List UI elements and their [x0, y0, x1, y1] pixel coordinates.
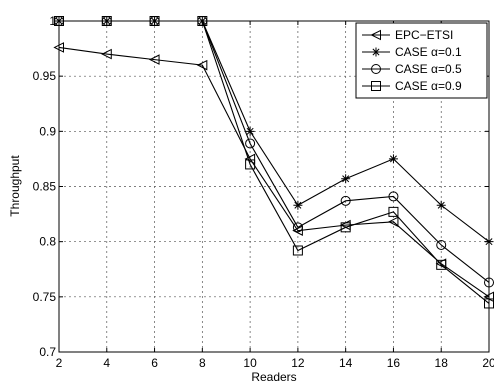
data-point [436, 200, 446, 210]
legend-star-icon [371, 47, 381, 57]
x-tick-label: 8 [199, 356, 206, 370]
data-point [148, 54, 160, 65]
y-axis-label: Throughput [8, 155, 22, 217]
y-tick-label: 0.95 [33, 69, 57, 83]
data-point [293, 200, 303, 210]
x-tick-label: 6 [151, 356, 158, 370]
legend-label: CASE α=0.5 [395, 62, 462, 76]
data-point [436, 259, 447, 270]
legend: EPC−ETSI CASE α=0.1 CASE α=0.5 CASE α=0.9 [355, 22, 488, 99]
y-tick-label: 0.85 [33, 180, 57, 194]
y-tick-label: 0.9 [39, 124, 56, 138]
y-tick-label: 0.75 [33, 290, 57, 304]
data-point [292, 245, 303, 256]
data-point [388, 154, 398, 164]
series-line [58, 46, 490, 298]
legend-entry: CASE α=0.5 [362, 62, 462, 76]
data-point [245, 126, 255, 136]
x-tick-label: 10 [243, 356, 257, 370]
legend-entry: CASE α=0.1 [362, 45, 462, 59]
data-point [245, 159, 256, 170]
data-point [292, 225, 303, 236]
x-tick-label: 4 [103, 356, 110, 370]
legend-entry: EPC−ETSI [362, 28, 453, 42]
legend-triangle-left-icon [370, 29, 381, 41]
legend-label: CASE α=0.1 [395, 45, 462, 59]
data-point [341, 174, 351, 184]
legend-circle-icon [371, 64, 381, 74]
legend-entry: CASE α=0.9 [362, 79, 462, 93]
x-tick-label: 20 [482, 356, 494, 370]
y-tick-label: 1 [49, 14, 56, 28]
legend-square-icon [371, 81, 381, 91]
data-point [340, 195, 351, 206]
data-point [292, 222, 303, 233]
data-point [388, 191, 399, 202]
data-point [196, 59, 208, 71]
data-point [245, 138, 256, 149]
data-point [244, 153, 256, 165]
y-tick-label: 0.7 [39, 345, 56, 359]
x-tick-label: 2 [56, 356, 63, 370]
data-point [436, 239, 447, 250]
data-point [101, 48, 112, 60]
data-point [388, 206, 399, 217]
x-tick-label: 12 [291, 356, 305, 370]
x-axis-label: Readers [251, 370, 296, 384]
data-point [387, 216, 399, 228]
x-tick-label: 14 [339, 356, 353, 370]
axis-layer: 2 4 6 8 10 12 14 16 18 20 0.7 0.75 0.8 0.85 0.9 0.95 1 [33, 14, 494, 370]
data-point [340, 222, 351, 233]
x-tick-label: 16 [387, 356, 401, 370]
y-tick-label: 0.8 [39, 235, 56, 249]
legend-label: CASE α=0.9 [395, 79, 462, 93]
x-tick-label: 18 [435, 356, 449, 370]
legend-label: EPC−ETSI [395, 28, 453, 42]
